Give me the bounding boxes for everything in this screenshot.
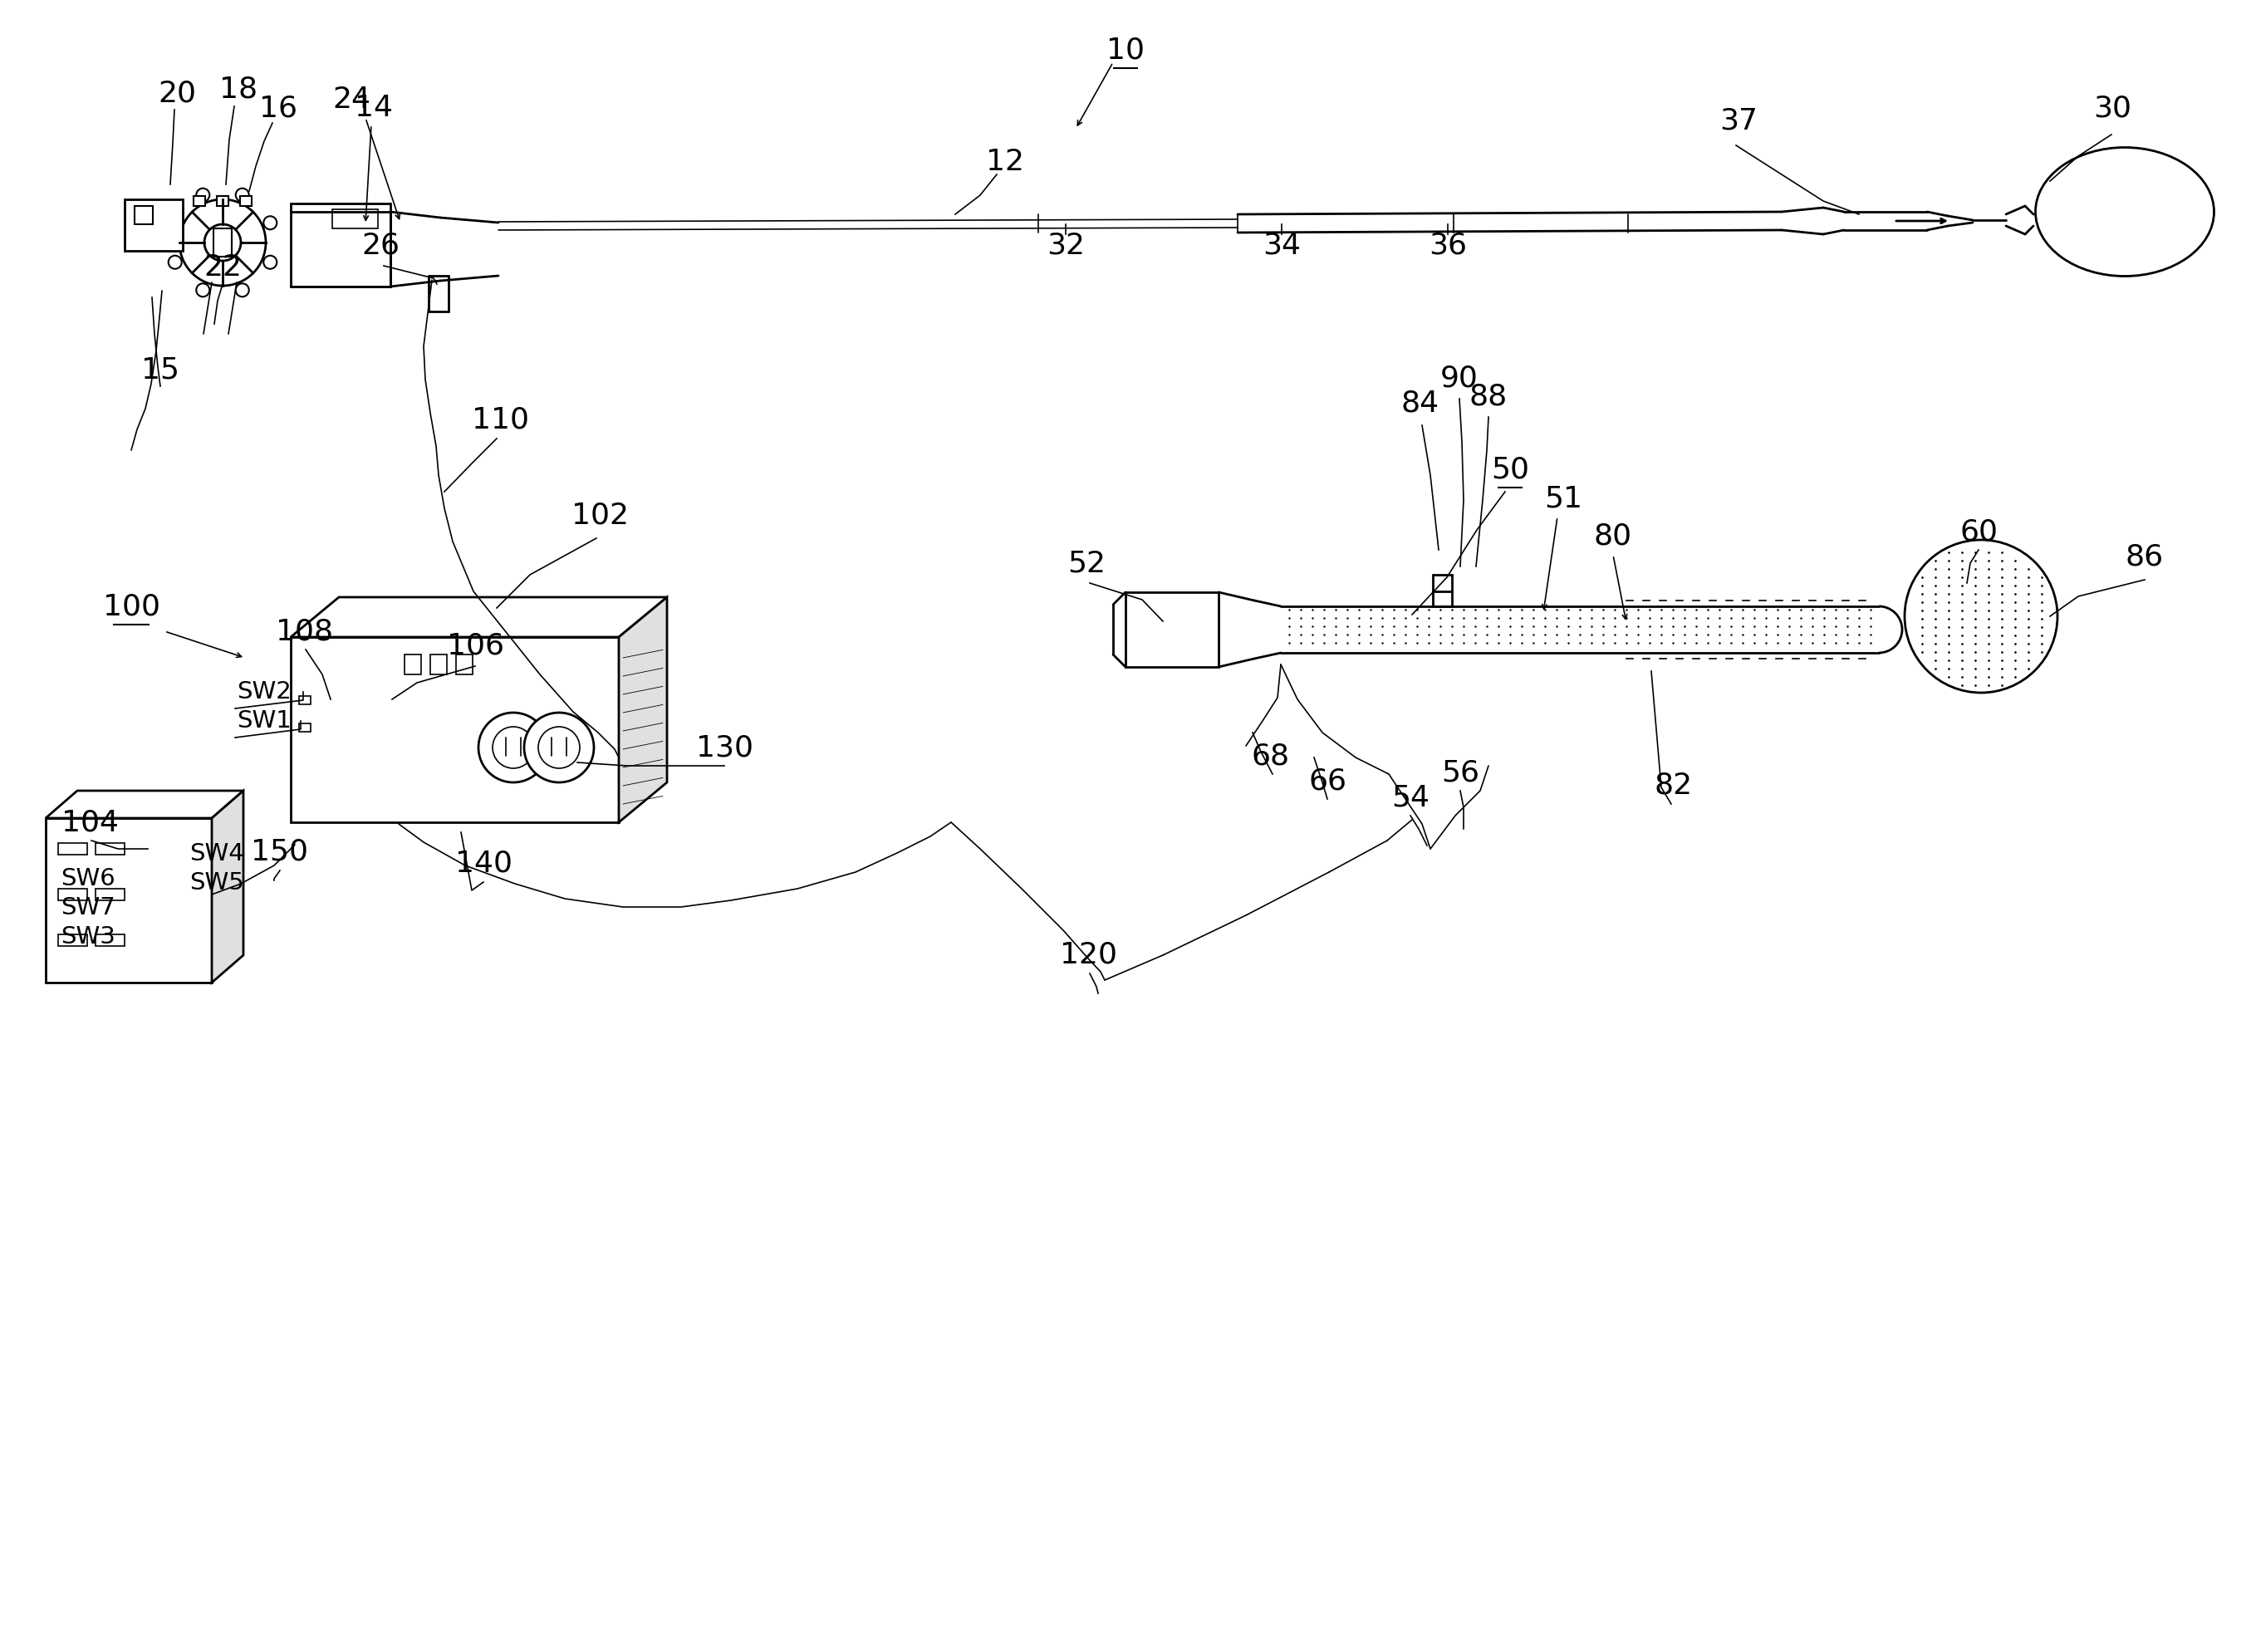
Text: 16: 16 (259, 94, 297, 122)
Bar (430, 654, 448, 674)
Text: 14: 14 (356, 94, 394, 122)
Text: 26: 26 (362, 231, 398, 259)
Text: 90: 90 (1441, 363, 1479, 392)
Text: 50: 50 (1490, 456, 1528, 484)
Circle shape (524, 712, 594, 783)
Circle shape (236, 284, 250, 297)
Text: 37: 37 (1720, 106, 1758, 134)
Text: 140: 140 (455, 849, 511, 877)
Text: 86: 86 (2125, 542, 2163, 570)
Circle shape (196, 284, 209, 297)
Circle shape (169, 216, 182, 230)
Bar (333, 210, 378, 228)
Text: SW2: SW2 (236, 681, 290, 704)
Text: 100: 100 (104, 591, 160, 621)
Bar (214, 228, 232, 256)
Bar (194, 197, 205, 206)
Circle shape (263, 256, 277, 269)
Bar (59, 889, 88, 900)
Bar (216, 197, 227, 206)
Circle shape (180, 200, 266, 286)
Text: 130: 130 (696, 733, 754, 762)
Text: SW6: SW6 (61, 867, 115, 890)
Bar (95, 889, 124, 900)
Bar (124, 200, 182, 251)
Text: 18: 18 (218, 74, 257, 102)
Bar (241, 197, 252, 206)
Text: 84: 84 (1400, 388, 1441, 416)
Circle shape (479, 712, 549, 783)
Text: 54: 54 (1391, 783, 1429, 811)
Text: 82: 82 (1654, 771, 1693, 800)
Text: 32: 32 (1047, 231, 1085, 259)
Text: 36: 36 (1429, 231, 1468, 259)
Polygon shape (290, 596, 666, 638)
Circle shape (1904, 540, 2057, 692)
Text: 52: 52 (1067, 548, 1105, 577)
Text: 15: 15 (142, 355, 180, 383)
Text: SW5: SW5 (189, 871, 243, 894)
Bar (457, 654, 473, 674)
Circle shape (205, 225, 241, 261)
Text: 150: 150 (252, 838, 308, 866)
Bar (95, 935, 124, 947)
Polygon shape (45, 791, 243, 818)
Bar (299, 724, 311, 732)
Text: 80: 80 (1594, 522, 1632, 550)
Bar (290, 203, 389, 286)
Text: SW7: SW7 (61, 895, 115, 920)
Bar (95, 843, 124, 854)
Circle shape (236, 188, 250, 202)
Circle shape (196, 188, 209, 202)
Text: 20: 20 (158, 79, 196, 107)
Text: 68: 68 (1252, 742, 1290, 770)
Bar (59, 935, 88, 947)
Text: 66: 66 (1308, 767, 1346, 795)
Text: 108: 108 (277, 618, 333, 646)
Text: 34: 34 (1263, 231, 1301, 259)
Bar (45, 818, 212, 983)
Text: SW3: SW3 (61, 925, 115, 948)
Text: 60: 60 (1961, 517, 1999, 545)
Circle shape (263, 216, 277, 230)
Bar (405, 654, 421, 674)
Bar (299, 695, 311, 704)
Bar (135, 206, 153, 225)
Text: 102: 102 (572, 501, 628, 529)
Polygon shape (212, 791, 243, 983)
Text: 110: 110 (470, 405, 529, 433)
Text: 51: 51 (1544, 484, 1582, 512)
Text: 12: 12 (986, 147, 1024, 177)
Text: SW1: SW1 (236, 709, 290, 732)
Bar (1126, 591, 1218, 667)
Text: 30: 30 (2093, 94, 2132, 122)
Circle shape (169, 256, 182, 269)
Text: SW4: SW4 (189, 843, 243, 866)
Ellipse shape (2035, 147, 2215, 276)
Bar (290, 638, 619, 823)
Text: 22: 22 (203, 253, 241, 281)
Text: 10: 10 (1107, 36, 1144, 64)
Polygon shape (619, 596, 666, 823)
Text: 24: 24 (333, 86, 371, 114)
Text: 88: 88 (1470, 382, 1508, 410)
Bar (59, 843, 88, 854)
Text: 104: 104 (61, 808, 119, 836)
Text: 106: 106 (446, 631, 504, 659)
Text: 56: 56 (1441, 758, 1479, 786)
Text: 120: 120 (1060, 942, 1116, 970)
